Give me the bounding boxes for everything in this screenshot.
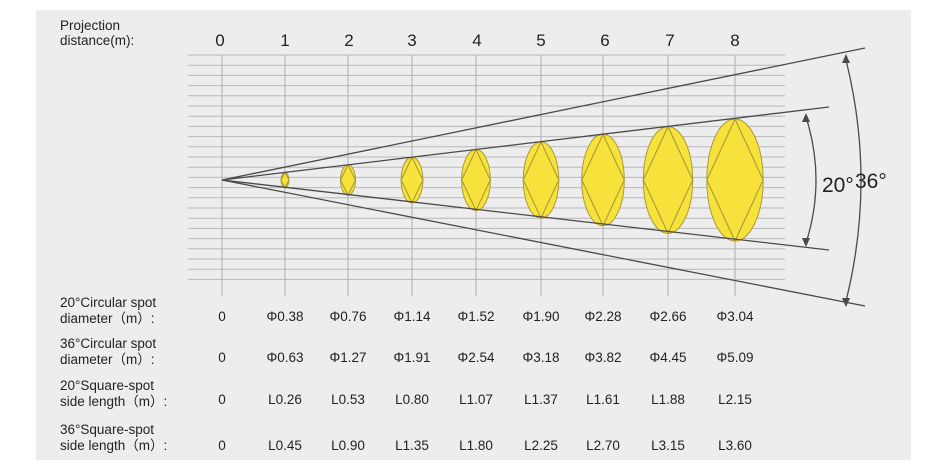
value-cell: L1.88 (651, 392, 685, 407)
value-cell: Φ3.18 (522, 350, 560, 365)
value-cell: L3.60 (718, 438, 752, 453)
light-spot (706, 118, 764, 242)
value-cell: 0 (218, 392, 226, 407)
arrowhead (842, 54, 850, 63)
value-cell: Φ3.82 (584, 350, 622, 365)
distance-8: 8 (730, 31, 740, 50)
row-label-36-square: 36°Square-spot side length（m）: (60, 422, 240, 454)
square-spot-outline (642, 125, 694, 235)
distance-1: 1 (280, 31, 290, 50)
value-cell: Φ1.90 (522, 309, 560, 324)
light-spot (461, 149, 491, 211)
value-cell: Φ0.38 (266, 309, 304, 324)
value-cell: 0 (218, 309, 226, 324)
header-line-1: Projection (60, 18, 121, 33)
distance-2: 2 (344, 31, 354, 50)
row-label-20-square: 20°Square-spot side length（m）: (60, 378, 240, 410)
projection-distance-label: Projection distance(m): (60, 18, 134, 48)
value-cell: L0.45 (268, 438, 302, 453)
value-cell: L2.70 (586, 438, 620, 453)
arc-20 (805, 116, 817, 244)
row-label-line: diameter（m）: (60, 311, 155, 326)
square-spot-outline (280, 171, 290, 189)
light-spot (581, 133, 625, 227)
value-cell: L0.26 (268, 392, 302, 407)
row-label-line: 20°Square-spot (60, 378, 154, 393)
row-label-line: 36°Square-spot (60, 422, 154, 437)
value-cell: Φ3.04 (716, 309, 754, 324)
row-label-line: side length（m）: (60, 394, 168, 409)
angle-36-label: 36° (855, 170, 887, 193)
square-spot-outline (339, 163, 357, 197)
value-cell: L3.15 (651, 438, 685, 453)
beam-line-36 (221, 47, 866, 181)
square-spot-outline (581, 132, 625, 228)
square-spot-outline (461, 148, 491, 212)
value-cell: 0 (218, 438, 226, 453)
square-spot-outline (522, 140, 560, 220)
value-cell: Φ1.91 (393, 350, 431, 365)
value-cell: Φ2.66 (649, 309, 687, 324)
beam-lines (221, 47, 866, 307)
value-cell: L2.25 (524, 438, 558, 453)
value-cell: Φ2.54 (457, 350, 495, 365)
value-cell: L1.35 (395, 438, 429, 453)
light-spot (400, 156, 424, 204)
value-cell: Φ1.14 (393, 309, 431, 324)
distance-0: 0 (215, 31, 225, 50)
angle-20-label: 20° (822, 174, 854, 197)
value-cell: Φ0.76 (329, 309, 367, 324)
distance-7: 7 (665, 31, 675, 50)
row-label-36-circular: 36°Circular spot diameter（m）: (60, 336, 240, 368)
value-cell: L0.53 (331, 392, 365, 407)
value-cell: Φ0.63 (266, 350, 304, 365)
row-label-line: side length（m）: (60, 438, 168, 453)
value-cell: L1.80 (459, 438, 493, 453)
diagram-panel (36, 10, 911, 460)
value-cell: Φ1.27 (329, 350, 367, 365)
value-cell: L0.80 (395, 392, 429, 407)
row-label-20-circular: 20°Circular spot diameter（m）: (60, 295, 240, 327)
value-cell: Φ4.45 (649, 350, 687, 365)
value-cell: Φ2.28 (584, 309, 622, 324)
value-cell: L1.61 (586, 392, 620, 407)
value-cell: Φ5.09 (716, 350, 754, 365)
distance-3: 3 (407, 31, 417, 50)
square-spot-outline (400, 155, 424, 205)
header-line-2: distance(m): (60, 33, 135, 48)
distance-6: 6 (600, 31, 610, 50)
arrowhead (802, 238, 810, 247)
arrowhead (842, 298, 850, 307)
row-label-line: 20°Circular spot (60, 295, 157, 310)
value-cell: 0 (218, 350, 226, 365)
light-spot (280, 171, 290, 189)
beam-line-20 (221, 179, 830, 251)
square-spot-outline (706, 117, 764, 243)
row-label-line: diameter（m）: (60, 352, 155, 367)
light-spot (642, 126, 694, 234)
value-cell: L0.90 (331, 438, 365, 453)
light-spot (522, 141, 560, 219)
distance-5: 5 (536, 31, 546, 50)
arrowhead (802, 113, 810, 122)
light-spot (340, 164, 356, 196)
light-spots (280, 117, 764, 243)
arc-36 (845, 59, 862, 302)
beam-line-36 (221, 179, 866, 307)
value-cell: L1.07 (459, 392, 493, 407)
beam-line-20 (221, 106, 830, 181)
row-label-line: 36°Circular spot (60, 336, 157, 351)
angle-arcs (802, 54, 862, 307)
value-cell: L2.15 (718, 392, 752, 407)
distance-4: 4 (472, 31, 482, 50)
value-cell: Φ1.52 (457, 309, 495, 324)
value-cell: L1.37 (524, 392, 558, 407)
